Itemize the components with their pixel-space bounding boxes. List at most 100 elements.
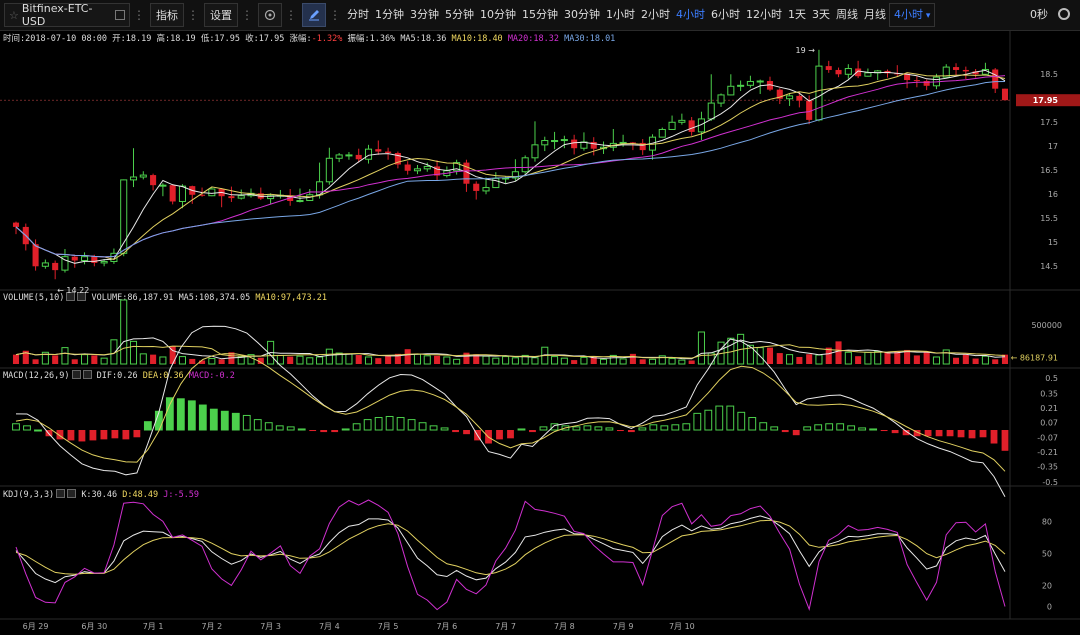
more-icon[interactable]: ⋮ <box>285 8 297 22</box>
tab-timeframe[interactable]: 月线 <box>864 8 886 21</box>
close-icon[interactable] <box>67 489 77 498</box>
close-icon[interactable] <box>82 370 92 379</box>
macd-bar <box>748 417 757 431</box>
candle-body <box>12 222 20 227</box>
tab-timeframe[interactable]: 5分钟 <box>445 8 474 21</box>
macd-bar <box>496 430 503 440</box>
volume-ma5-line <box>15 337 1006 360</box>
volume-bar <box>992 359 999 364</box>
close-icon[interactable] <box>77 292 87 301</box>
candle-body <box>551 140 559 143</box>
volume-bar <box>178 356 187 365</box>
date-tick-label: 7月 8 <box>554 622 575 631</box>
macd-bar <box>209 408 218 431</box>
candle-body <box>375 149 382 152</box>
candle-body <box>139 174 147 178</box>
macd-bar <box>550 423 559 431</box>
volume-bar <box>443 356 451 365</box>
tab-timeframe[interactable]: 6小时 <box>711 8 740 21</box>
macd-bar <box>638 427 647 431</box>
camera-icon[interactable] <box>258 3 282 27</box>
candle-body <box>864 72 872 77</box>
macd-bar <box>341 428 350 431</box>
candle-body <box>385 151 392 153</box>
macd-bar <box>759 422 768 431</box>
ma10-line <box>15 72 1006 261</box>
more-icon[interactable]: ⋮ <box>187 8 199 22</box>
volume-bar <box>648 358 657 365</box>
candle-body <box>296 200 304 203</box>
more-icon[interactable]: ⋮ <box>329 8 341 22</box>
gear-icon[interactable] <box>1058 8 1070 20</box>
macd-macd: MACD:-0.2 <box>188 371 235 381</box>
symbol-selector[interactable]: ☆ Bitfinex-ETC-USD <box>4 2 130 28</box>
macd-bar <box>374 417 383 431</box>
chart-area[interactable]: 19 →← 14.2218.51817.51716.51615.51514.51… <box>0 30 1080 635</box>
macd-tick-label: -0.5 <box>1042 478 1058 487</box>
macd-bar <box>836 423 845 431</box>
tab-timeframe[interactable]: 10分钟 <box>480 8 516 21</box>
star-icon[interactable]: ☆ <box>9 8 19 22</box>
timeframe-dropdown[interactable]: 4小时 ▾ <box>889 3 936 27</box>
macd-bar <box>715 405 724 431</box>
settings-icon[interactable] <box>71 370 81 379</box>
tab-timeframe[interactable]: 3天 <box>812 8 830 21</box>
macd-bar <box>902 430 910 436</box>
macd-bar <box>737 411 746 431</box>
candle-body <box>394 153 401 165</box>
volume-bar <box>923 351 930 364</box>
volume-bar <box>375 358 382 364</box>
candle-body <box>267 195 275 200</box>
macd-bar <box>418 422 427 431</box>
volume-bar <box>962 354 969 364</box>
volume-bar <box>590 356 597 364</box>
macd-bar <box>539 426 548 431</box>
tab-timeframe[interactable]: 30分钟 <box>564 8 600 21</box>
candle-body <box>32 244 39 267</box>
axis-labels: 19 →← 14.2218.51817.51716.51615.51514.51… <box>23 46 1080 631</box>
volume-bar <box>531 357 539 365</box>
volume-bar <box>434 355 441 364</box>
price-tick-label: 15.5 <box>1040 214 1058 223</box>
volume-bar <box>463 352 470 364</box>
draw-pen-icon[interactable] <box>302 3 326 27</box>
volume-bar <box>697 331 705 365</box>
macd-bar <box>452 430 459 433</box>
candle-body <box>159 184 167 187</box>
tab-timeframe[interactable]: 1天 <box>788 8 806 21</box>
candle-body <box>413 168 422 172</box>
macd-bar <box>231 412 240 431</box>
volume-bar <box>473 354 480 364</box>
candle-body <box>658 128 666 138</box>
volume-bar <box>423 355 431 365</box>
candle-body <box>590 141 597 149</box>
indicators-button[interactable]: 指标 <box>150 3 184 27</box>
tab-timeframe[interactable]: 15分钟 <box>522 8 558 21</box>
volume-bar <box>609 354 617 365</box>
candle-body <box>100 260 108 264</box>
more-icon[interactable]: ⋮ <box>241 8 253 22</box>
settings-button[interactable]: 设置 <box>204 3 238 27</box>
candle-body <box>972 71 979 75</box>
tab-timeframe[interactable]: 4小时 <box>676 8 705 21</box>
tab-timeframe[interactable]: 分时 <box>347 8 369 21</box>
tab-timeframe[interactable]: 周线 <box>836 8 858 21</box>
candle-body <box>668 121 676 130</box>
ohlc-info: 时间:2018-07-10 08:00 开:18.19 高:18.19 低:17… <box>3 32 615 44</box>
tab-timeframe[interactable]: 2小时 <box>641 8 670 21</box>
macd-bar <box>682 423 691 431</box>
date-tick-label: 7月 7 <box>495 622 516 631</box>
expand-icon[interactable] <box>115 10 125 20</box>
settings-icon[interactable] <box>66 292 76 301</box>
volume-bar <box>619 358 627 365</box>
date-tick-label: 7月 6 <box>436 622 457 631</box>
volume-bar <box>560 357 568 365</box>
tab-timeframe[interactable]: 1分钟 <box>375 8 404 21</box>
tab-timeframe[interactable]: 3分钟 <box>410 8 439 21</box>
tab-timeframe[interactable]: 12小时 <box>746 8 782 21</box>
volume-bar <box>169 346 176 364</box>
tab-timeframe[interactable]: 1小时 <box>606 8 635 21</box>
settings-icon[interactable] <box>56 489 66 498</box>
macd-bar <box>253 419 262 431</box>
more-icon[interactable]: ⋮ <box>133 8 145 22</box>
